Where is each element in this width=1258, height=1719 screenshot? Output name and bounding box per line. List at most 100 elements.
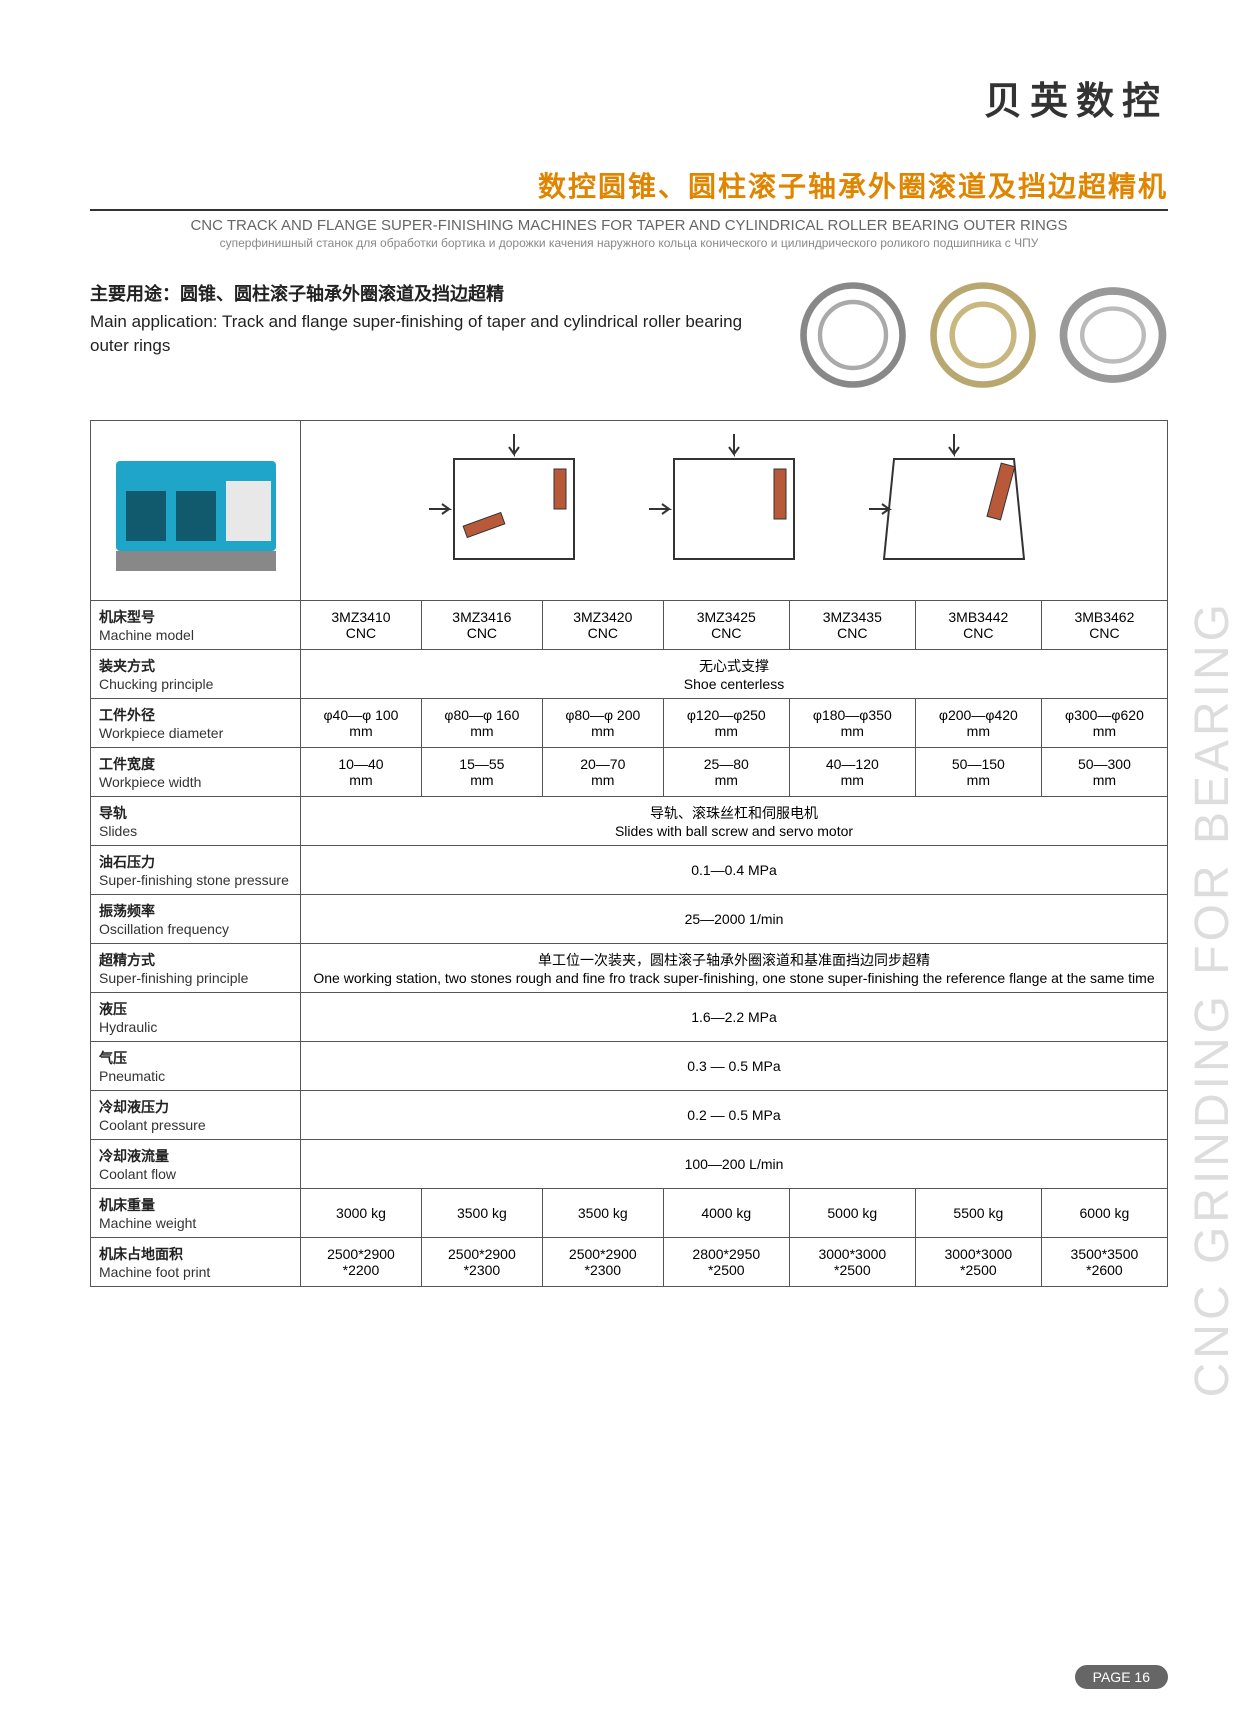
span-cell: 100—200 L/min: [301, 1140, 1168, 1189]
value-cell: 5500 kg: [915, 1189, 1041, 1238]
row-label-cn: 机床重量: [99, 1195, 292, 1215]
row-label-en: Coolant pressure: [99, 1117, 206, 1133]
table-row: 冷却液压力Coolant pressure 0.2 — 0.5 MPa: [91, 1091, 1168, 1140]
span-value-en: Shoe centerless: [684, 676, 784, 692]
title-divider: [90, 209, 1168, 211]
model-cell: 3MZ3435CNC: [789, 601, 915, 650]
table-row: 工件外径Workpiece diameterφ40—φ 100mmφ80—φ 1…: [91, 699, 1168, 748]
row-label: 机床占地面积Machine foot print: [91, 1238, 301, 1287]
bearing-icon: [1058, 280, 1168, 390]
table-row: 液压Hydraulic1.6—2.2 MPa: [91, 993, 1168, 1042]
span-value: 25—2000 1/min: [685, 911, 784, 927]
row-label-cn: 液压: [99, 999, 292, 1019]
bearing-icon: [798, 280, 908, 390]
row-label: 冷却液流量Coolant flow: [91, 1140, 301, 1189]
row-label: 机床型号Machine model: [91, 601, 301, 650]
row-label-en: Machine foot print: [99, 1264, 210, 1280]
value-cell: 2500*2900*2200: [301, 1238, 422, 1287]
span-value: 0.2 — 0.5 MPa: [687, 1107, 780, 1123]
row-label-en: Hydraulic: [99, 1019, 157, 1035]
table-row: 振荡频率Oscillation frequency 25—2000 1/min: [91, 895, 1168, 944]
span-value: 无心式支撑: [699, 658, 769, 674]
value-cell: φ80—φ 200mm: [542, 699, 663, 748]
row-label: 振荡频率Oscillation frequency: [91, 895, 301, 944]
table-row: 气压Pneumatic 0.3 — 0.5 MPa: [91, 1042, 1168, 1091]
row-label-en: Oscillation frequency: [99, 921, 229, 937]
span-value: 导轨、滚珠丝杠和伺服电机: [650, 805, 818, 821]
value-cell: 3000*3000*2500: [915, 1238, 1041, 1287]
table-row: 机床占地面积Machine foot print2500*2900*220025…: [91, 1238, 1168, 1287]
row-label: 气压Pneumatic: [91, 1042, 301, 1091]
table-row: 机床型号Machine model3MZ3410CNC3MZ3416CNC3MZ…: [91, 601, 1168, 650]
row-label-cn: 油石压力: [99, 852, 292, 872]
row-label: 工件外径Workpiece diameter: [91, 699, 301, 748]
row-label-en: Machine model: [99, 627, 194, 643]
span-value: 0.1—0.4 MPa: [691, 862, 777, 878]
intro-english: Main application: Track and flange super…: [90, 310, 778, 358]
row-label: 机床重量Machine weight: [91, 1189, 301, 1238]
value-cell: 3500 kg: [421, 1189, 542, 1238]
value-cell: φ200—φ420mm: [915, 699, 1041, 748]
span-cell: 25—2000 1/min: [301, 895, 1168, 944]
title-chinese: 数控圆锥、圆柱滚子轴承外圈滚道及挡边超精机: [90, 165, 1168, 205]
process-diagram-icon: [424, 429, 1044, 589]
page-number: PAGE 16: [1075, 1665, 1168, 1689]
span-value-en: One working station, two stones rough an…: [313, 970, 1154, 986]
value-cell: 50—150mm: [915, 748, 1041, 797]
span-cell: 无心式支撑 Shoe centerless: [301, 650, 1168, 699]
cnc-machine-icon: [106, 441, 286, 581]
value-cell: 2800*2950*2500: [663, 1238, 789, 1287]
value-cell: 3500*3500*2600: [1041, 1238, 1167, 1287]
row-label: 工件宽度Workpiece width: [91, 748, 301, 797]
row-label-cn: 冷却液压力: [99, 1097, 292, 1117]
row-label-cn: 导轨: [99, 803, 292, 823]
row-label-cn: 振荡频率: [99, 901, 292, 921]
span-cell: 0.3 — 0.5 MPa: [301, 1042, 1168, 1091]
span-cell: 0.2 — 0.5 MPa: [301, 1091, 1168, 1140]
value-cell: 2500*2900*2300: [421, 1238, 542, 1287]
row-label-en: Slides: [99, 823, 137, 839]
model-cell: 3MB3462CNC: [1041, 601, 1167, 650]
intro-chinese: 主要用途：圆锥、圆柱滚子轴承外圈滚道及挡边超精: [90, 280, 778, 306]
machine-image-cell: [91, 421, 301, 601]
row-label-en: Pneumatic: [99, 1068, 165, 1084]
value-cell: φ80—φ 160mm: [421, 699, 542, 748]
row-label-cn: 装夹方式: [99, 656, 292, 676]
value-cell: 2500*2900*2300: [542, 1238, 663, 1287]
row-label-cn: 机床占地面积: [99, 1244, 292, 1264]
table-row: 油石压力Super-finishing stone pressure0.1—0.…: [91, 846, 1168, 895]
diagram-row: [91, 421, 1168, 601]
row-label: 超精方式Super-finishing principle: [91, 944, 301, 993]
row-label-en: Workpiece width: [99, 774, 201, 790]
bearing-icon: [928, 280, 1038, 390]
value-cell: 10—40mm: [301, 748, 422, 797]
row-label-en: Machine weight: [99, 1215, 196, 1231]
intro-section: 主要用途：圆锥、圆柱滚子轴承外圈滚道及挡边超精 Main application…: [90, 280, 1168, 390]
value-cell: φ180—φ350mm: [789, 699, 915, 748]
value-cell: 3000 kg: [301, 1189, 422, 1238]
row-label: 液压Hydraulic: [91, 993, 301, 1042]
title-english: CNC TRACK AND FLANGE SUPER-FINISHING MAC…: [90, 217, 1168, 234]
row-label-en: Chucking principle: [99, 676, 213, 692]
row-label-cn: 气压: [99, 1048, 292, 1068]
value-cell: 5000 kg: [789, 1189, 915, 1238]
row-label-cn: 机床型号: [99, 607, 292, 627]
model-cell: 3MZ3410CNC: [301, 601, 422, 650]
value-cell: 6000 kg: [1041, 1189, 1167, 1238]
row-label-en: Super-finishing principle: [99, 970, 248, 986]
row-label: 装夹方式Chucking principle: [91, 650, 301, 699]
table-row: 装夹方式Chucking principle 无心式支撑 Shoe centerle…: [91, 650, 1168, 699]
span-value-en: Slides with ball screw and servo motor: [615, 823, 853, 839]
spec-table: 机床型号Machine model3MZ3410CNC3MZ3416CNC3MZ…: [90, 420, 1168, 1287]
row-label-cn: 工件宽度: [99, 754, 292, 774]
value-cell: 25—80mm: [663, 748, 789, 797]
model-cell: 3MB3442CNC: [915, 601, 1041, 650]
value-cell: φ120—φ250mm: [663, 699, 789, 748]
span-cell: 0.1—0.4 MPa: [301, 846, 1168, 895]
row-label: 冷却液压力Coolant pressure: [91, 1091, 301, 1140]
span-value: 0.3 — 0.5 MPa: [687, 1058, 780, 1074]
span-value: 单工位一次装夹，圆柱滚子轴承外圈滚道和基准面挡边同步超精: [538, 952, 930, 968]
row-label-en: Coolant flow: [99, 1166, 176, 1182]
table-row: 导轨Slides 导轨、滚珠丝杠和伺服电机 Slides with ball scr…: [91, 797, 1168, 846]
side-label: CNC GRINDING FOR BEARING: [1185, 600, 1240, 1397]
